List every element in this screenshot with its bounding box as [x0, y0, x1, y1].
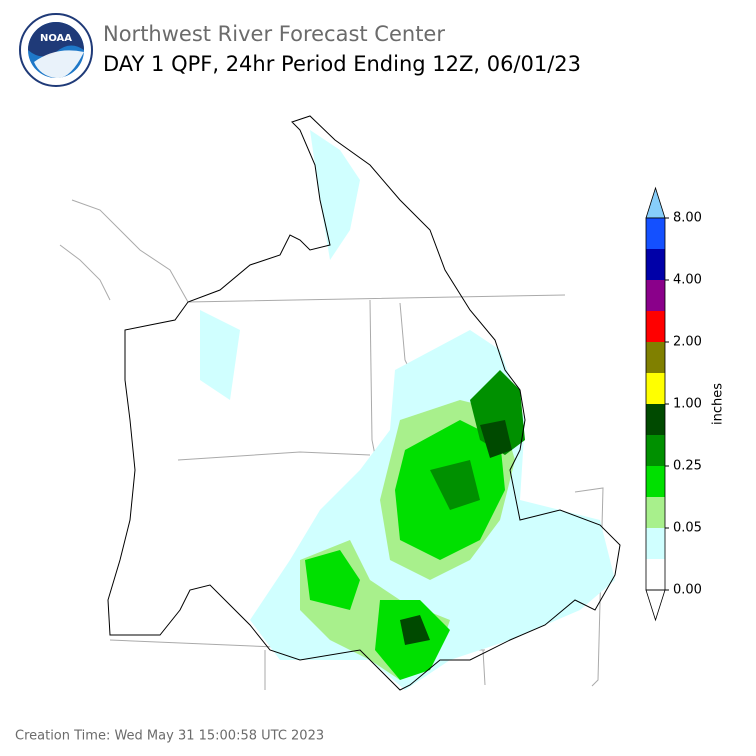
colorbar-bin: [646, 466, 665, 497]
colorbar-tick-label: 0.05: [673, 521, 702, 536]
colorbar-under: [645, 589, 666, 622]
colorbar-tick-label: 1.00: [673, 397, 702, 412]
colorbar-bin: [646, 249, 665, 280]
colorbar: inches 8.00 4.00 2.00 1.00 0.25 0.05 0.00: [645, 186, 726, 622]
colorbar-bin: [646, 528, 665, 559]
basin-outline: [107, 115, 621, 691]
noaa-logo: NOAA: [19, 13, 93, 87]
colorbar-tick-label: 4.00: [673, 273, 702, 288]
colorbar-bin: [646, 404, 665, 435]
colorbar-tick-label: 0.00: [673, 583, 702, 598]
colorbar-bin: [646, 373, 665, 404]
colorbar-bin: [646, 497, 665, 528]
precipitation: [200, 130, 615, 690]
colorbar-label: inches: [711, 383, 726, 425]
colorbar-over: [645, 186, 666, 219]
agency: Northwest River Forecast Center: [103, 22, 445, 46]
colorbar-tick-label: 2.00: [673, 335, 702, 350]
title: DAY 1 QPF, 24hr Period Ending 12Z, 06/01…: [103, 52, 581, 76]
colorbar-bin: [646, 280, 665, 311]
colorbar-bin: [646, 311, 665, 342]
colorbar-bin: [646, 342, 665, 373]
colorbar-bin: [646, 218, 665, 249]
colorbar-tick-label: 0.25: [673, 459, 702, 474]
map: [59, 115, 621, 691]
colorbar-tick-label: 8.00: [673, 211, 702, 226]
logo-text: NOAA: [40, 33, 72, 44]
colorbar-bin: [646, 559, 665, 590]
creation-time: Creation Time: Wed May 31 15:00:58 UTC 2…: [15, 729, 324, 744]
colorbar-bin: [646, 435, 665, 466]
